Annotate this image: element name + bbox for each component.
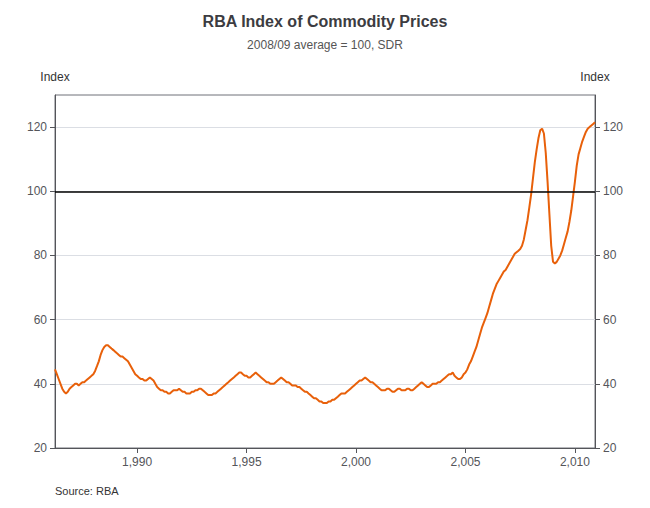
svg-text:120: 120: [27, 120, 47, 134]
svg-text:100: 100: [27, 184, 47, 198]
svg-text:2008/09 average = 100, SDR: 2008/09 average = 100, SDR: [247, 38, 403, 52]
svg-text:60: 60: [34, 313, 48, 327]
svg-text:2,010: 2,010: [560, 455, 590, 469]
svg-text:40: 40: [603, 377, 617, 391]
svg-text:1,990: 1,990: [122, 455, 152, 469]
svg-text:Source: RBA: Source: RBA: [55, 485, 119, 497]
svg-text:2,005: 2,005: [450, 455, 480, 469]
svg-text:120: 120: [603, 120, 623, 134]
svg-text:60: 60: [603, 313, 617, 327]
svg-text:40: 40: [34, 377, 48, 391]
svg-text:100: 100: [603, 184, 623, 198]
svg-text:Index: Index: [40, 70, 69, 84]
svg-text:80: 80: [34, 248, 48, 262]
svg-text:2,000: 2,000: [341, 455, 371, 469]
svg-text:RBA Index of Commodity Prices: RBA Index of Commodity Prices: [203, 13, 448, 30]
svg-text:80: 80: [603, 248, 617, 262]
svg-text:Index: Index: [580, 70, 609, 84]
svg-text:20: 20: [603, 441, 617, 455]
svg-text:20: 20: [34, 441, 48, 455]
svg-text:1,995: 1,995: [232, 455, 262, 469]
